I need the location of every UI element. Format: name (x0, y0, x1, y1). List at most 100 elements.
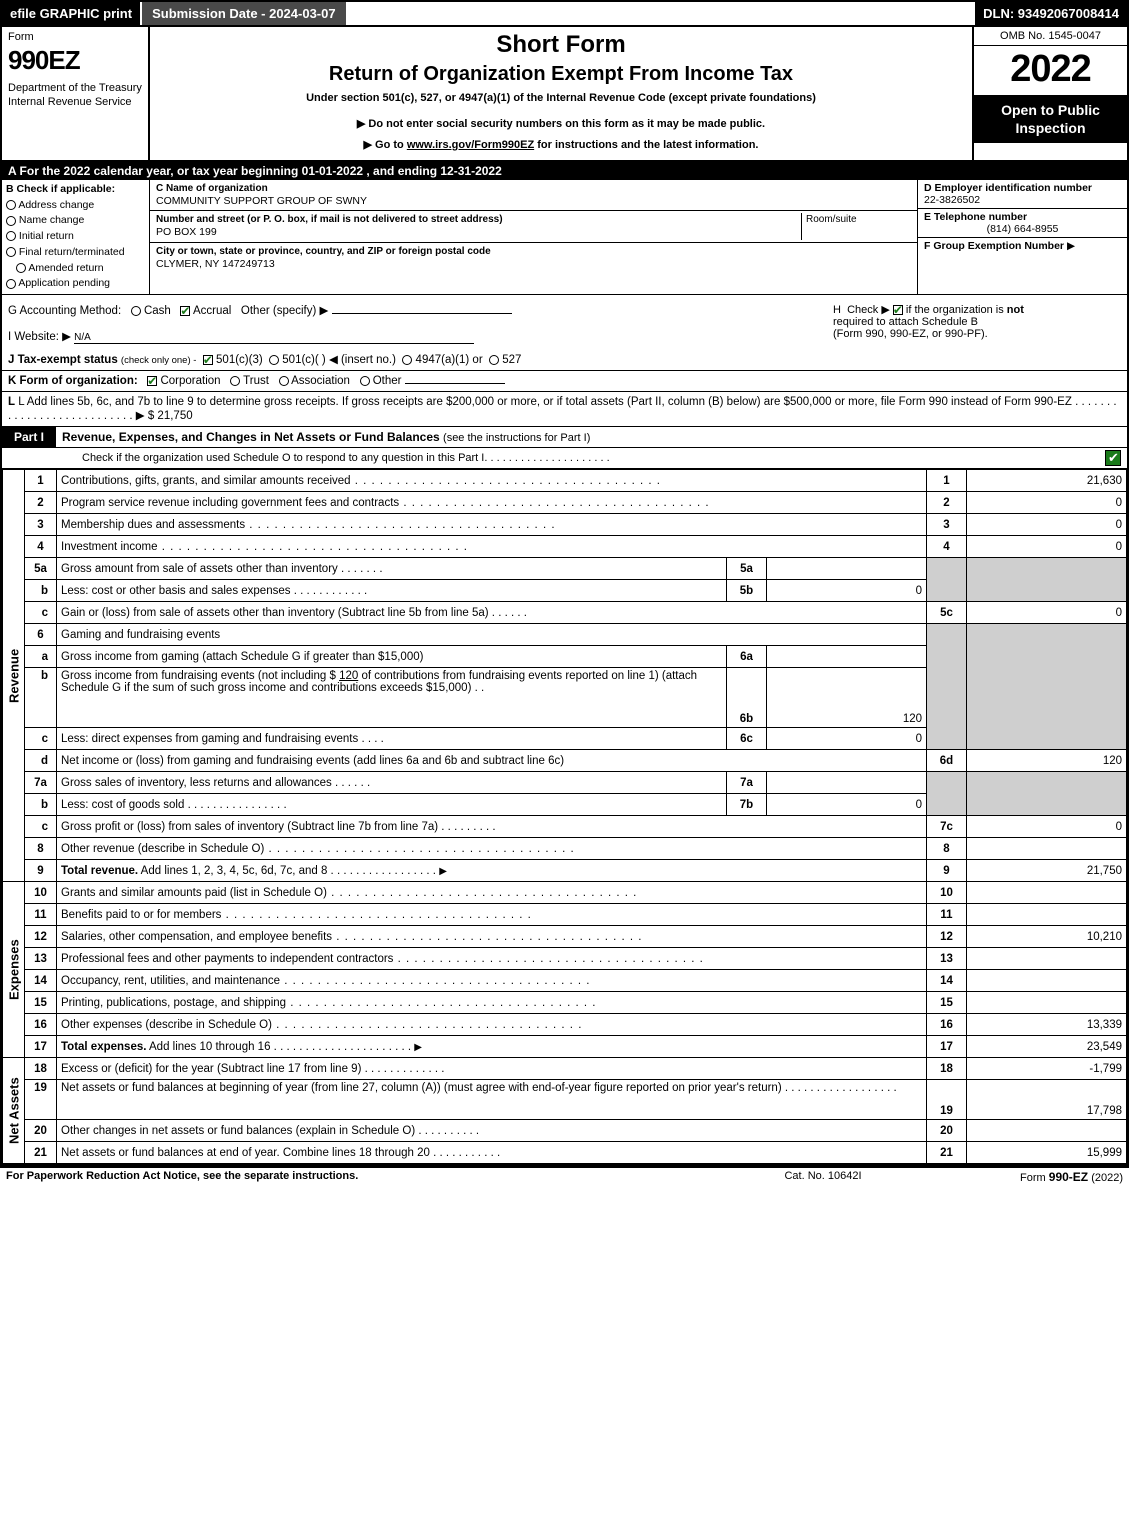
l-amount: $ 21,750 (148, 410, 193, 422)
l9-desc: Total revenue. Add lines 1, 2, 3, 4, 5c,… (57, 860, 927, 882)
l18-rv: -1,799 (967, 1058, 1127, 1080)
org-name-label: C Name of organization (156, 182, 911, 195)
group-exemption-row: F Group Exemption Number ▶ (918, 238, 1127, 254)
l2-num: 2 (25, 492, 57, 514)
g-label: G Accounting Method: (8, 305, 121, 317)
other-specify-field[interactable] (332, 313, 512, 314)
chk-final-return[interactable]: Final return/terminated (6, 245, 145, 261)
l21-num: 21 (25, 1142, 57, 1164)
l6b-num: b (25, 668, 57, 728)
irs-link[interactable]: www.irs.gov/Form990EZ (407, 139, 534, 151)
omb-number: OMB No. 1545-0047 (974, 27, 1127, 46)
line-17: 17 Total expenses. Add lines 10 through … (3, 1036, 1127, 1058)
chk-schedule-o[interactable] (1105, 450, 1121, 466)
header-right: OMB No. 1545-0047 2022 Open to Public In… (972, 27, 1127, 160)
l8-desc: Other revenue (describe in Schedule O) (57, 838, 927, 860)
chk-other-org[interactable] (360, 376, 370, 386)
netassets-vlabel: Net Assets (3, 1058, 25, 1164)
l14-num: 14 (25, 970, 57, 992)
l6a-num: a (25, 646, 57, 668)
line-5c: c Gain or (loss) from sale of assets oth… (3, 602, 1127, 624)
l12-rn: 12 (927, 926, 967, 948)
j-o2b: ◀ (insert no.) (329, 354, 396, 366)
l8-rn: 8 (927, 838, 967, 860)
chk-trust[interactable] (230, 376, 240, 386)
l5a-rv-grey (967, 558, 1127, 580)
city-row: City or town, state or province, country… (150, 243, 917, 274)
l17-rn: 17 (927, 1036, 967, 1058)
l6d-rv: 120 (967, 750, 1127, 772)
l9-rv: 21,750 (967, 860, 1127, 882)
k-label: K Form of organization: (8, 375, 138, 387)
street-value: PO BOX 199 (156, 226, 801, 240)
k-o1: Corporation (160, 375, 220, 387)
other-label: Other (specify) ▶ (241, 305, 328, 317)
l6c-rn-grey (927, 728, 967, 750)
l4-desc: Investment income (57, 536, 927, 558)
chk-4947[interactable] (402, 355, 412, 365)
efile-label: efile GRAPHIC print (2, 2, 140, 25)
l6b-contrib: 120 (339, 670, 358, 682)
l6d-num: d (25, 750, 57, 772)
l6c-num: c (25, 728, 57, 750)
chk-address-change[interactable]: Address change (6, 198, 145, 214)
chk-name-change[interactable]: Name change (6, 213, 145, 229)
chk-527[interactable] (489, 355, 499, 365)
j-sub: (check only one) - (121, 355, 197, 366)
line-18: Net Assets 18 Excess or (deficit) for th… (3, 1058, 1127, 1080)
l18-num: 18 (25, 1058, 57, 1080)
chk-amended-return[interactable]: Amended return (6, 261, 145, 277)
h-label: H (833, 304, 841, 316)
city-value: CLYMER, NY 147249713 (156, 258, 911, 272)
l19-num: 19 (25, 1080, 57, 1120)
l13-num: 13 (25, 948, 57, 970)
phone-row: E Telephone number (814) 664-8955 (918, 209, 1127, 238)
short-form-title: Short Form (158, 31, 964, 59)
instr2-post: for instructions and the latest informat… (534, 139, 758, 151)
header-center: Short Form Return of Organization Exempt… (150, 27, 972, 160)
chk-schedule-b[interactable] (893, 305, 903, 315)
org-name-value: COMMUNITY SUPPORT GROUP OF SWNY (156, 195, 911, 209)
chk-association[interactable] (279, 376, 289, 386)
bf-block: B Check if applicable: Address change Na… (2, 180, 1127, 295)
chk-cash[interactable] (131, 306, 141, 316)
line-6c: c Less: direct expenses from gaming and … (3, 728, 1127, 750)
l7c-rn: 7c (927, 816, 967, 838)
l10-rv (967, 882, 1127, 904)
line-5a: 5a Gross amount from sale of assets othe… (3, 558, 1127, 580)
website-field[interactable]: N/A (74, 331, 474, 344)
schedule-o-row: Check if the organization used Schedule … (2, 448, 1127, 469)
other-org-field[interactable] (405, 383, 505, 384)
l5a-rn-grey (927, 558, 967, 580)
row-a-period: A For the 2022 calendar year, or tax yea… (2, 162, 1127, 180)
chk-corporation[interactable] (147, 376, 157, 386)
l5c-rn: 5c (927, 602, 967, 624)
chk-501c[interactable] (269, 355, 279, 365)
line-12: 12 Salaries, other compensation, and emp… (3, 926, 1127, 948)
cash-label: Cash (144, 305, 171, 317)
expenses-vlabel: Expenses (3, 882, 25, 1058)
topbar-spacer (346, 2, 976, 25)
line-7c: c Gross profit or (loss) from sales of i… (3, 816, 1127, 838)
chk-accrual[interactable] (180, 306, 190, 316)
l7b-mv: 0 (767, 794, 927, 816)
j-o4: 527 (502, 354, 521, 366)
part-1-tag: Part I (2, 427, 56, 447)
phone-value: (814) 664-8955 (924, 223, 1121, 235)
l2-rv: 0 (967, 492, 1127, 514)
group-exemption-label: F Group Exemption Number (924, 240, 1064, 252)
accrual-label: Accrual (193, 305, 231, 317)
l17-desc: Total expenses. Add lines 10 through 16 … (57, 1036, 927, 1058)
row-h: H Check ▶ if the organization is not req… (827, 295, 1127, 348)
l5a-mv (767, 558, 927, 580)
schedule-o-text: Check if the organization used Schedule … (82, 452, 484, 464)
l7b-rv-grey (967, 794, 1127, 816)
l11-rn: 11 (927, 904, 967, 926)
l15-rn: 15 (927, 992, 967, 1014)
l6d-desc: Net income or (loss) from gaming and fun… (57, 750, 927, 772)
chk-application-pending[interactable]: Application pending (6, 276, 145, 292)
l-text: L Add lines 5b, 6c, and 7b to line 9 to … (18, 396, 1072, 408)
chk-501c3[interactable] (203, 355, 213, 365)
chk-initial-return[interactable]: Initial return (6, 229, 145, 245)
l6a-mv (767, 646, 927, 668)
